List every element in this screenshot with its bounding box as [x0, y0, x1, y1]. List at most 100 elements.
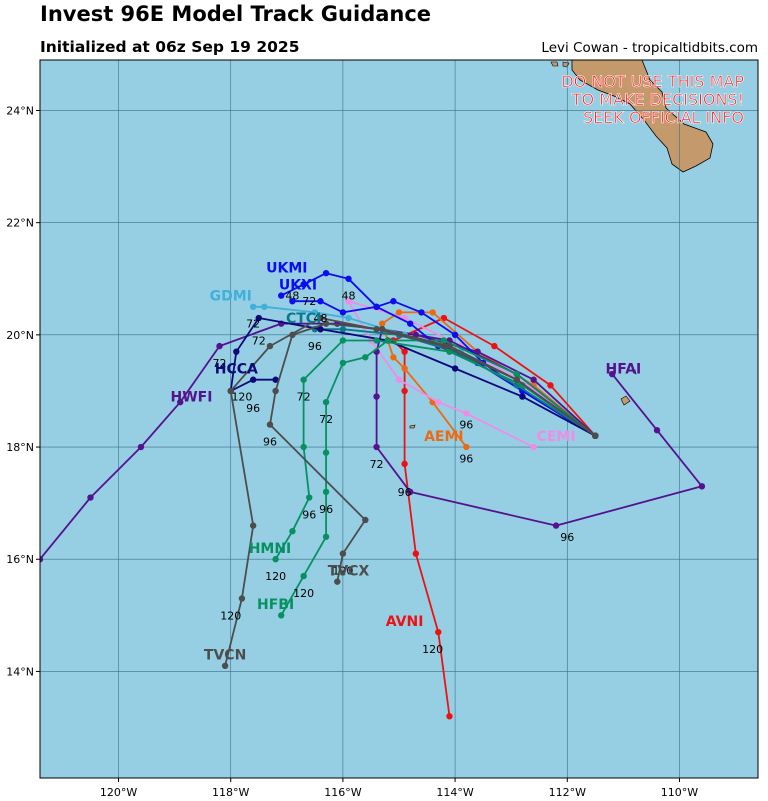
track-point-tvcx	[592, 432, 599, 440]
hour-label-tvcx: 120	[332, 564, 353, 577]
track-point-hmni	[300, 376, 307, 383]
model-label-avni: AVNI	[386, 614, 424, 630]
track-point-aemi	[429, 309, 436, 316]
hour-label-ukmi: 48	[342, 290, 356, 303]
track-point-tvcx	[446, 342, 453, 350]
track-point-hwfi	[177, 398, 184, 406]
track-point-hfai	[373, 393, 380, 400]
track-tvcx	[266, 320, 599, 585]
hour-label-aemi: 96	[459, 452, 473, 465]
x-tick-label: 110°W	[661, 786, 698, 799]
hour-label-hmni: 72	[297, 391, 311, 404]
model-label-ctci: CTCI	[286, 311, 321, 327]
model-label-hcca: HCCA	[215, 362, 258, 378]
track-point-hfai	[407, 488, 414, 496]
x-tick-label: 116°W	[324, 786, 361, 799]
track-point-tvcx	[362, 516, 369, 524]
track-point-cemi	[530, 443, 537, 451]
track-point-hcca	[272, 376, 279, 383]
track-point-aemi	[463, 443, 470, 451]
track-point-hfbi	[322, 398, 330, 406]
track-point-avni	[401, 387, 408, 395]
y-tick-label: 18°N	[6, 441, 34, 454]
track-point-ukmi	[322, 269, 330, 277]
model-label-hfbi: HFBI	[257, 597, 294, 613]
map-subtitle: Initialized at 06z Sep 19 2025	[40, 38, 300, 56]
hour-label-ukxi: 72	[302, 295, 316, 308]
track-line-hfbi	[280, 339, 596, 616]
track-point-hfbi	[322, 533, 330, 540]
track-point-hwfi	[137, 443, 145, 451]
track-point-tvcn	[317, 314, 324, 322]
y-tick-label: 22°N	[6, 217, 34, 230]
track-point-hfbi	[300, 572, 307, 580]
model-label-ukmi: UKMI	[266, 261, 307, 277]
track-point-tvcx	[266, 421, 274, 428]
track-point-aemi	[378, 320, 386, 327]
track-point-ukmi	[451, 331, 459, 339]
track-avni	[390, 314, 599, 720]
track-point-hmni	[306, 494, 313, 501]
track-point-hfbi	[513, 370, 520, 378]
track-point-ukmi	[300, 281, 307, 288]
hour-label-hfai: 72	[370, 458, 384, 471]
track-point-cemi	[463, 410, 470, 417]
x-tick-label: 118°W	[212, 786, 249, 799]
map-frame	[39, 59, 759, 779]
y-axis-ticks: 14°N 16°N 18°N 20°N 22°N 24°N	[6, 104, 40, 678]
ocean-background	[40, 60, 758, 778]
track-point-hwfi	[87, 494, 94, 501]
model-label-gdmi: GDMI	[210, 289, 252, 305]
track-point-hmni	[339, 337, 347, 344]
track-point-cemi	[395, 376, 403, 383]
map-credit: Levi Cowan - tropicaltidbits.com	[541, 40, 758, 56]
hour-label-tvcn: 120	[220, 609, 241, 622]
track-point-tvcx	[272, 387, 279, 395]
map-title: Invest 96E Model Track Guidance	[40, 2, 432, 26]
y-tick-label: 14°N	[6, 665, 34, 678]
track-point-hcca	[317, 326, 324, 333]
x-axis-ticks: 120°W 118°W 116°W 114°W 112°W 110°W	[100, 778, 698, 799]
track-point-tvcn	[221, 662, 229, 670]
track-point-tvcx	[339, 550, 347, 557]
model-tracks	[40, 269, 706, 720]
track-point-avni	[401, 348, 408, 355]
island-small-north	[550, 61, 559, 67]
track-point-aemi	[401, 365, 408, 372]
track-point-tvcn	[227, 387, 234, 395]
track-point-avni	[435, 628, 442, 636]
hour-label-hmni: 120	[265, 570, 286, 583]
track-point-ukxi	[373, 303, 380, 311]
hour-label-avni: 96	[398, 486, 412, 499]
track-point-hfbi	[440, 337, 448, 344]
track-point-hmni	[300, 443, 307, 451]
track-point-ukmi	[345, 275, 352, 282]
model-label-tvcx: TVCX	[328, 563, 370, 579]
y-tick-label: 20°N	[6, 329, 34, 342]
track-point-ukmi	[390, 298, 397, 305]
track-point-tvcn	[249, 522, 257, 529]
x-tick-label: 120°W	[100, 786, 137, 799]
track-point-hfbi	[339, 359, 347, 367]
track-point-hcca	[233, 348, 240, 355]
track-point-hfai	[552, 522, 560, 529]
track-line-hfai	[375, 328, 703, 527]
model-label-ukxi: UKXI	[279, 277, 317, 293]
track-point-avni	[491, 342, 498, 350]
track-point-hmni	[373, 337, 380, 344]
hour-label-tvcx: 96	[263, 435, 277, 448]
model-label-aemi: AEMI	[424, 429, 464, 445]
track-line-hmni	[274, 339, 596, 560]
track-point-hcca	[249, 376, 257, 383]
track-point-ukmi	[278, 292, 285, 299]
track-point-hmni	[272, 556, 279, 563]
track-point-hcca	[255, 314, 262, 322]
model-label-cemi: CEMI	[537, 429, 576, 445]
track-point-ukxi	[339, 309, 347, 316]
hour-label-hfbi: 72	[319, 413, 333, 426]
warning-line: TO MAKE DECISIONS!	[571, 90, 744, 109]
model-label-hwfi: HWFI	[170, 390, 212, 406]
track-point-cemi	[345, 298, 352, 305]
socorro-island	[620, 395, 631, 406]
